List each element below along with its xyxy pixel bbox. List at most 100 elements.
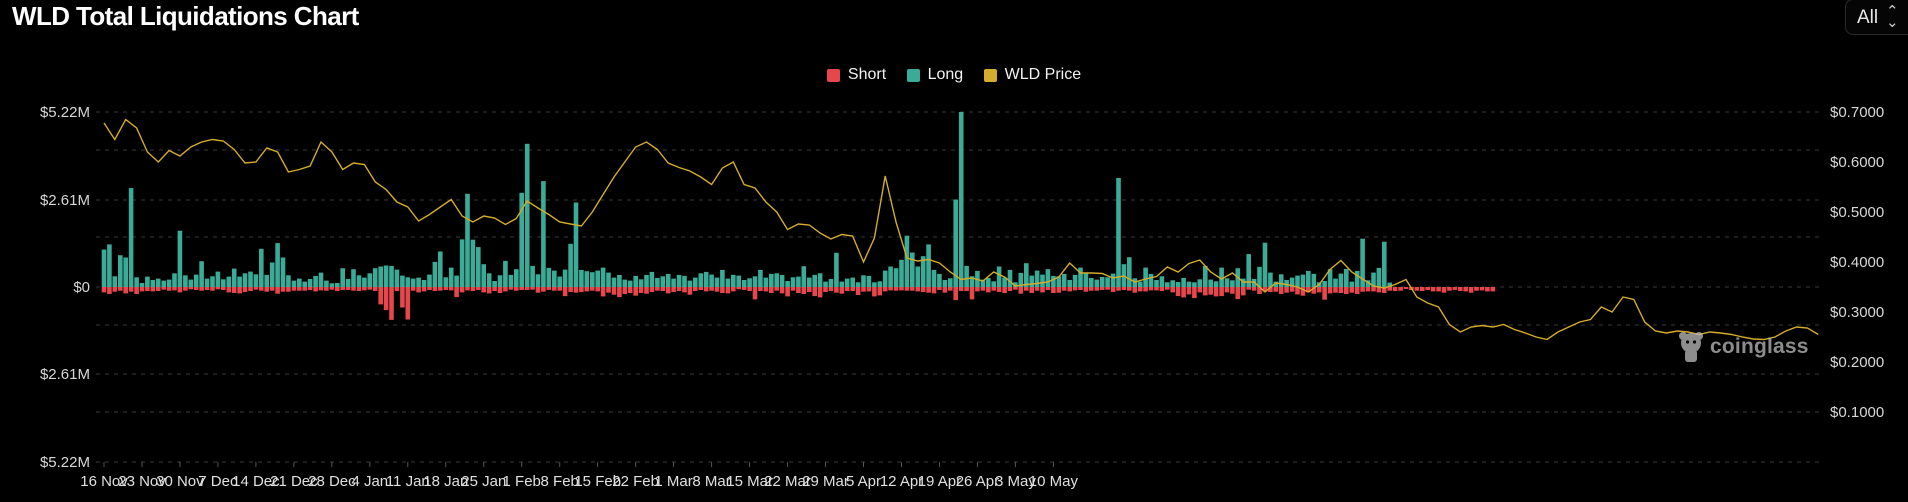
short-bar [617,287,622,298]
x-tick-label: 22 Feb [612,473,659,490]
x-tick-label: 21 Dec [270,473,318,490]
long-bar [785,281,790,287]
short-bar [1436,287,1441,292]
short-bar [1137,287,1143,292]
long-bar [1365,280,1371,287]
long-bar [980,279,986,287]
long-bar [996,266,1002,287]
long-bar [188,279,194,287]
x-tick-label: 23 Nov [118,473,166,490]
long-bar [1192,282,1197,287]
legend-item-short[interactable]: Short [826,66,886,84]
short-bars [101,287,1496,320]
long-bar [899,259,904,287]
short-bar [1485,287,1490,292]
short-bar [226,287,232,293]
short-bar [1479,287,1485,291]
short-bar [1127,287,1132,291]
y-right-tick-label: $0.2000 [1830,354,1884,371]
short-bar [948,287,953,291]
long-bar [731,274,736,287]
long-bar [362,277,367,287]
long-bar [1029,275,1034,287]
short-bar [1452,287,1458,290]
long-bar [1382,241,1387,287]
long-bar [617,274,622,287]
long-bar [427,274,432,287]
short-bar [872,287,877,297]
legend-item-long[interactable]: Long [906,66,964,84]
short-bar [351,287,356,291]
short-bar [335,287,340,291]
short-bar [638,287,644,293]
short-bar [1148,287,1154,291]
long-bar [448,267,454,287]
long-bar [1376,267,1382,287]
short-bar [888,287,893,291]
short-bar [155,287,161,291]
long-bar [145,276,150,287]
long-bar [123,257,128,287]
legend-item-price[interactable]: WLD Price [983,66,1081,84]
short-bar [438,287,443,291]
short-bar [991,287,996,291]
short-bar [1241,287,1246,296]
short-bar [183,287,188,291]
long-bar [1002,277,1007,287]
long-bar [611,277,617,287]
short-bar [1040,287,1045,293]
short-bar [877,287,883,296]
short-bar [530,287,535,290]
long-bar [1181,277,1186,287]
long-bar [503,260,508,287]
x-tick-label: 8 Feb [541,473,579,490]
short-bar [400,287,405,308]
long-bar [204,278,210,287]
long-bar [1175,282,1181,287]
short-bar [166,287,172,291]
long-bar [324,280,329,287]
short-bar [1300,287,1306,296]
short-bar [199,287,204,291]
long-bar [1045,269,1051,287]
long-bar [1295,275,1300,287]
long-bar [1311,273,1317,287]
short-bar [1175,287,1181,297]
long-bar [1197,279,1203,287]
short-bar [1213,287,1219,297]
short-bar [758,287,763,291]
short-bar [546,287,552,290]
short-bar [1354,287,1360,294]
short-bar [649,287,655,292]
long-bar [1056,276,1062,287]
short-bar [1246,287,1251,290]
long-bar [1127,257,1132,287]
short-bar [1278,287,1284,294]
short-bar [329,287,335,290]
long-bar [492,281,497,287]
long-bar [1338,273,1344,287]
short-bar [112,287,118,292]
long-bar [335,283,340,287]
long-bar [421,280,427,287]
short-bar [177,287,183,293]
short-bar [193,287,199,290]
range-select[interactable]: All ⌃ ⌄ [1845,0,1908,35]
short-bar [237,287,242,294]
long-bar [720,269,725,287]
long-bar [150,280,156,287]
x-tick-label: 5 Apr [846,473,881,490]
long-bar [964,265,969,287]
long-bar [1154,280,1159,287]
short-bar [1327,287,1333,294]
long-bar [432,261,438,287]
long-bar [812,274,817,287]
y-left-tick-label: $2.61M [40,366,90,383]
long-bar [1230,280,1235,287]
legend-label-long: Long [927,66,964,83]
short-bar [1181,287,1186,298]
long-bar [682,275,687,287]
short-bar [801,287,807,294]
short-bar [1463,287,1468,292]
